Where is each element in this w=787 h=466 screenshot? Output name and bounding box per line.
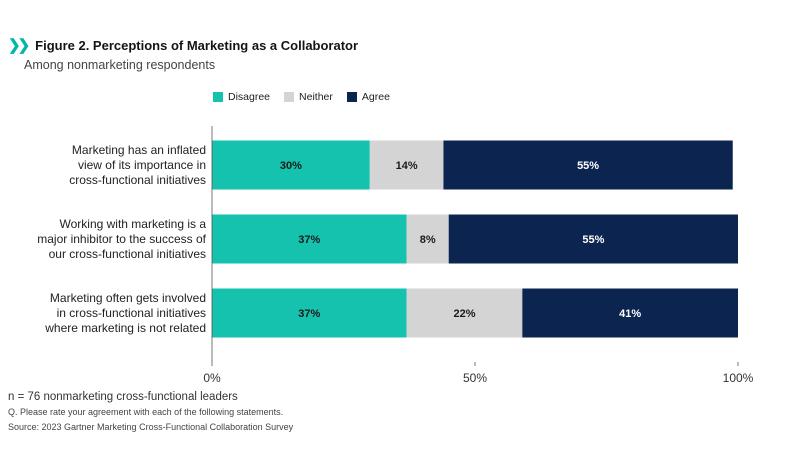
- category-label: cross-functional initiatives: [69, 173, 206, 187]
- legend-swatch-disagree: [213, 92, 223, 102]
- chart-subtitle: Among nonmarketing respondents: [24, 58, 216, 72]
- bar-segment-agree: [443, 140, 733, 190]
- category-label: where marketing is not related: [44, 321, 206, 335]
- bar-segment-neither: [406, 288, 523, 338]
- data-label: 22%: [453, 308, 475, 320]
- data-label: 30%: [280, 160, 302, 172]
- category-label: Working with marketing is a: [60, 217, 207, 231]
- legend-label-neither: Neither: [299, 91, 333, 103]
- bar-segment-disagree: [212, 214, 407, 264]
- bar-segment-neither: [369, 140, 444, 190]
- category-label: Marketing has an inflated: [72, 143, 206, 157]
- legend-item-agree: Agree: [346, 91, 390, 103]
- data-label: 8%: [420, 234, 436, 246]
- category-label: in cross-functional initiatives: [57, 306, 206, 320]
- category-label: our cross-functional initiatives: [49, 247, 206, 261]
- data-label: 37%: [298, 234, 320, 246]
- chart-legend: Disagree Neither Agree: [213, 91, 390, 103]
- legend-swatch-neither: [284, 92, 295, 102]
- chart-title: Figure 2. Perceptions of Marketing as a …: [35, 38, 359, 53]
- bar-segment-disagree: [212, 140, 370, 190]
- category-label: view of its importance in: [78, 158, 206, 172]
- x-tick-label: 0%: [203, 371, 221, 385]
- category-label: Marketing often gets involved: [50, 291, 206, 305]
- legend-label-agree: Agree: [361, 91, 390, 103]
- data-label: 55%: [582, 234, 604, 246]
- data-label: 14%: [396, 160, 418, 172]
- x-tick-label: 100%: [723, 371, 754, 385]
- bar-segment-agree: [448, 214, 738, 264]
- sample-size-note: n = 76 nonmarketing cross-functional lea…: [8, 391, 238, 403]
- source-note: Source: 2023 Gartner Marketing Cross-Fun…: [8, 422, 294, 432]
- data-label: 41%: [619, 308, 641, 320]
- legend-label-disagree: Disagree: [228, 91, 271, 103]
- bar-segment-neither: [406, 214, 449, 264]
- survey-question: Q. Please rate your agreement with each …: [8, 407, 284, 417]
- figure-header: ❯❯ Figure 2. Perceptions of Marketing as…: [8, 38, 358, 53]
- bar-segment-disagree: [212, 288, 407, 338]
- data-label: 37%: [298, 308, 320, 320]
- legend-swatch-agree: [346, 92, 357, 102]
- chevron-right-icon: ❯❯: [8, 37, 30, 54]
- legend-item-neither: Neither: [284, 91, 333, 103]
- legend-item-disagree: Disagree: [213, 91, 270, 103]
- x-tick-label: 50%: [463, 371, 487, 385]
- category-label: major inhibitor to the success of: [37, 232, 206, 246]
- data-label: 55%: [577, 160, 599, 172]
- bar-segment-agree: [522, 288, 738, 338]
